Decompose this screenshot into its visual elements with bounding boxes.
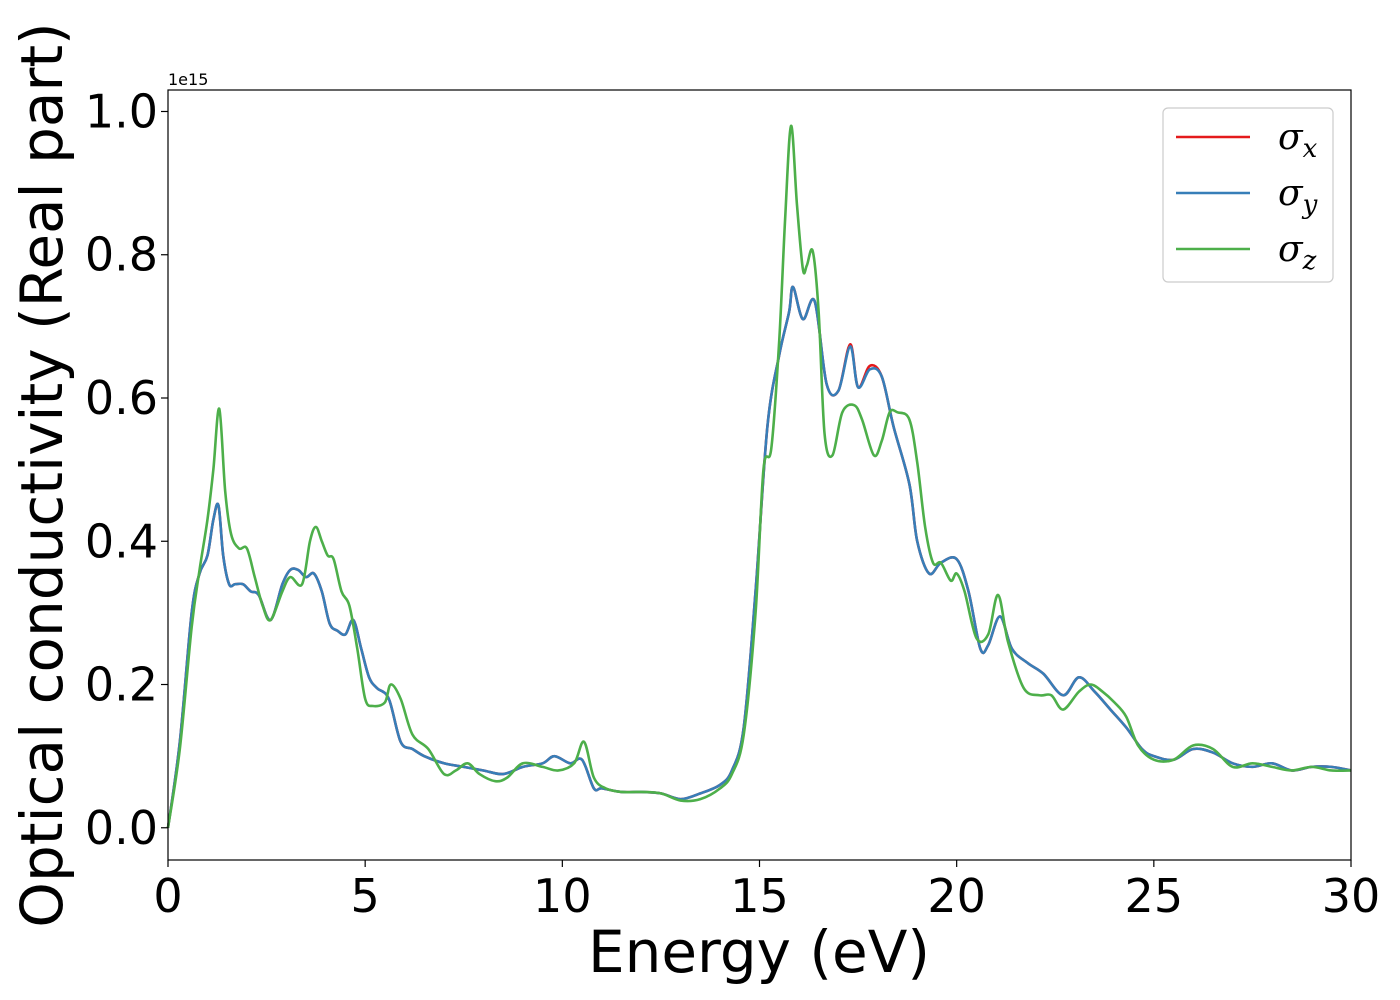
y-tick-label: 1.0: [85, 84, 158, 138]
legend-label-x: σx: [1278, 117, 1318, 164]
series-lines: [166, 124, 1352, 828]
x-tick-label: 25: [1125, 869, 1184, 923]
legend-entries: σx σy σz: [1176, 117, 1318, 276]
legend-label-y: σy: [1278, 173, 1318, 220]
x-tick-label: 0: [153, 869, 182, 923]
y-tick-label: 0.6: [85, 371, 158, 425]
y-tick-label: 0.0: [85, 801, 158, 855]
series-line-z: [166, 124, 1352, 828]
legend-frame: [1162, 107, 1334, 283]
y-ticks: 0.0 0.2 0.4 0.6 0.8 1.0: [85, 84, 168, 855]
legend: σx σy σz: [1162, 107, 1334, 283]
legend-label-z: σz: [1278, 229, 1317, 276]
x-axis-title: Energy (eV): [588, 918, 930, 986]
x-tick-label: 5: [351, 869, 380, 923]
y-tick-label: 0.2: [85, 658, 158, 712]
y-axis-title: Optical conductivity (Real part): [8, 22, 76, 927]
plot-background: [168, 90, 1351, 860]
x-tick-label: 20: [927, 869, 986, 923]
x-ticks: 0 5 10 15 20 25 30: [153, 860, 1380, 923]
x-tick-label: 30: [1322, 869, 1381, 923]
x-tick-label: 15: [730, 869, 789, 923]
series-line-y: [166, 285, 1352, 828]
y-tick-label: 0.4: [85, 514, 158, 568]
x-tick-label: 10: [533, 869, 592, 923]
y-offset-label: 1e15: [168, 70, 208, 89]
y-tick-label: 0.8: [85, 228, 158, 282]
